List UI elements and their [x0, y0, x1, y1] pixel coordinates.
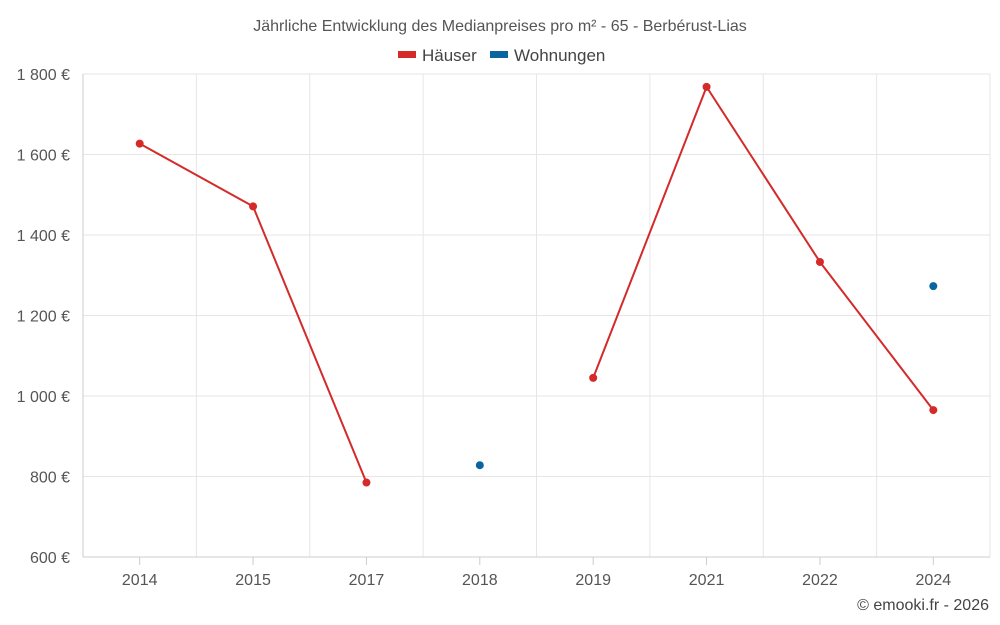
x-tick-label-2014: 2014	[122, 572, 158, 589]
y-tick-label-1600: 1 600 €	[17, 148, 70, 165]
series-0-point-2022	[815, 257, 824, 266]
chart-title: Jährliche Entwicklung des Medianpreises …	[253, 18, 747, 35]
legend-label-1: Wohnungen	[514, 46, 605, 65]
x-tick-label-2024: 2024	[916, 572, 952, 589]
credit-text: © emooki.fr - 2026	[857, 597, 989, 614]
y-tick-label-800: 800 €	[30, 470, 70, 487]
y-tick-label-1800: 1 800 €	[17, 67, 70, 84]
x-tick-label-2015: 2015	[235, 572, 271, 589]
x-axis: 2014 2015 2017 2018 2019 2021 2022 2024	[83, 556, 990, 589]
x-tick-label-2022: 2022	[802, 572, 838, 589]
series-1-point-2024	[929, 282, 938, 291]
series-0-point-2017	[362, 478, 371, 487]
y-tick-label-1000: 1 000 €	[17, 389, 70, 406]
legend: Häuser Wohnungen	[398, 46, 605, 65]
y-tick-label-600: 600 €	[30, 550, 70, 567]
series-0-line	[592, 85, 935, 411]
grid-lines	[82, 73, 991, 557]
legend-swatch-1	[490, 51, 508, 58]
series-0-point-2019	[589, 373, 598, 382]
series-1-point-2018	[475, 461, 484, 470]
series-0-point-2015	[249, 202, 258, 211]
y-tick-label-1200: 1 200 €	[17, 309, 70, 326]
x-tick-label-2021: 2021	[689, 572, 725, 589]
series-0-point-2024	[929, 406, 938, 415]
legend-item-1[interactable]: Wohnungen	[490, 46, 605, 65]
legend-item-0[interactable]: Häuser	[398, 46, 477, 65]
legend-label-0: Häuser	[422, 46, 477, 65]
series-layer	[135, 82, 938, 487]
series-0-point-2021	[702, 82, 711, 91]
series-0-point-2014	[135, 139, 144, 148]
x-tick-label-2017: 2017	[349, 572, 385, 589]
x-tick-label-2019: 2019	[575, 572, 611, 589]
y-tick-label-1400: 1 400 €	[17, 228, 70, 245]
y-axis: 600 € 800 € 1 000 € 1 200 € 1 400 € 1 600 € 1 …	[17, 67, 70, 567]
x-tick-label-2018: 2018	[462, 572, 498, 589]
legend-swatch-0	[398, 51, 416, 58]
series-0-line	[139, 142, 368, 483]
